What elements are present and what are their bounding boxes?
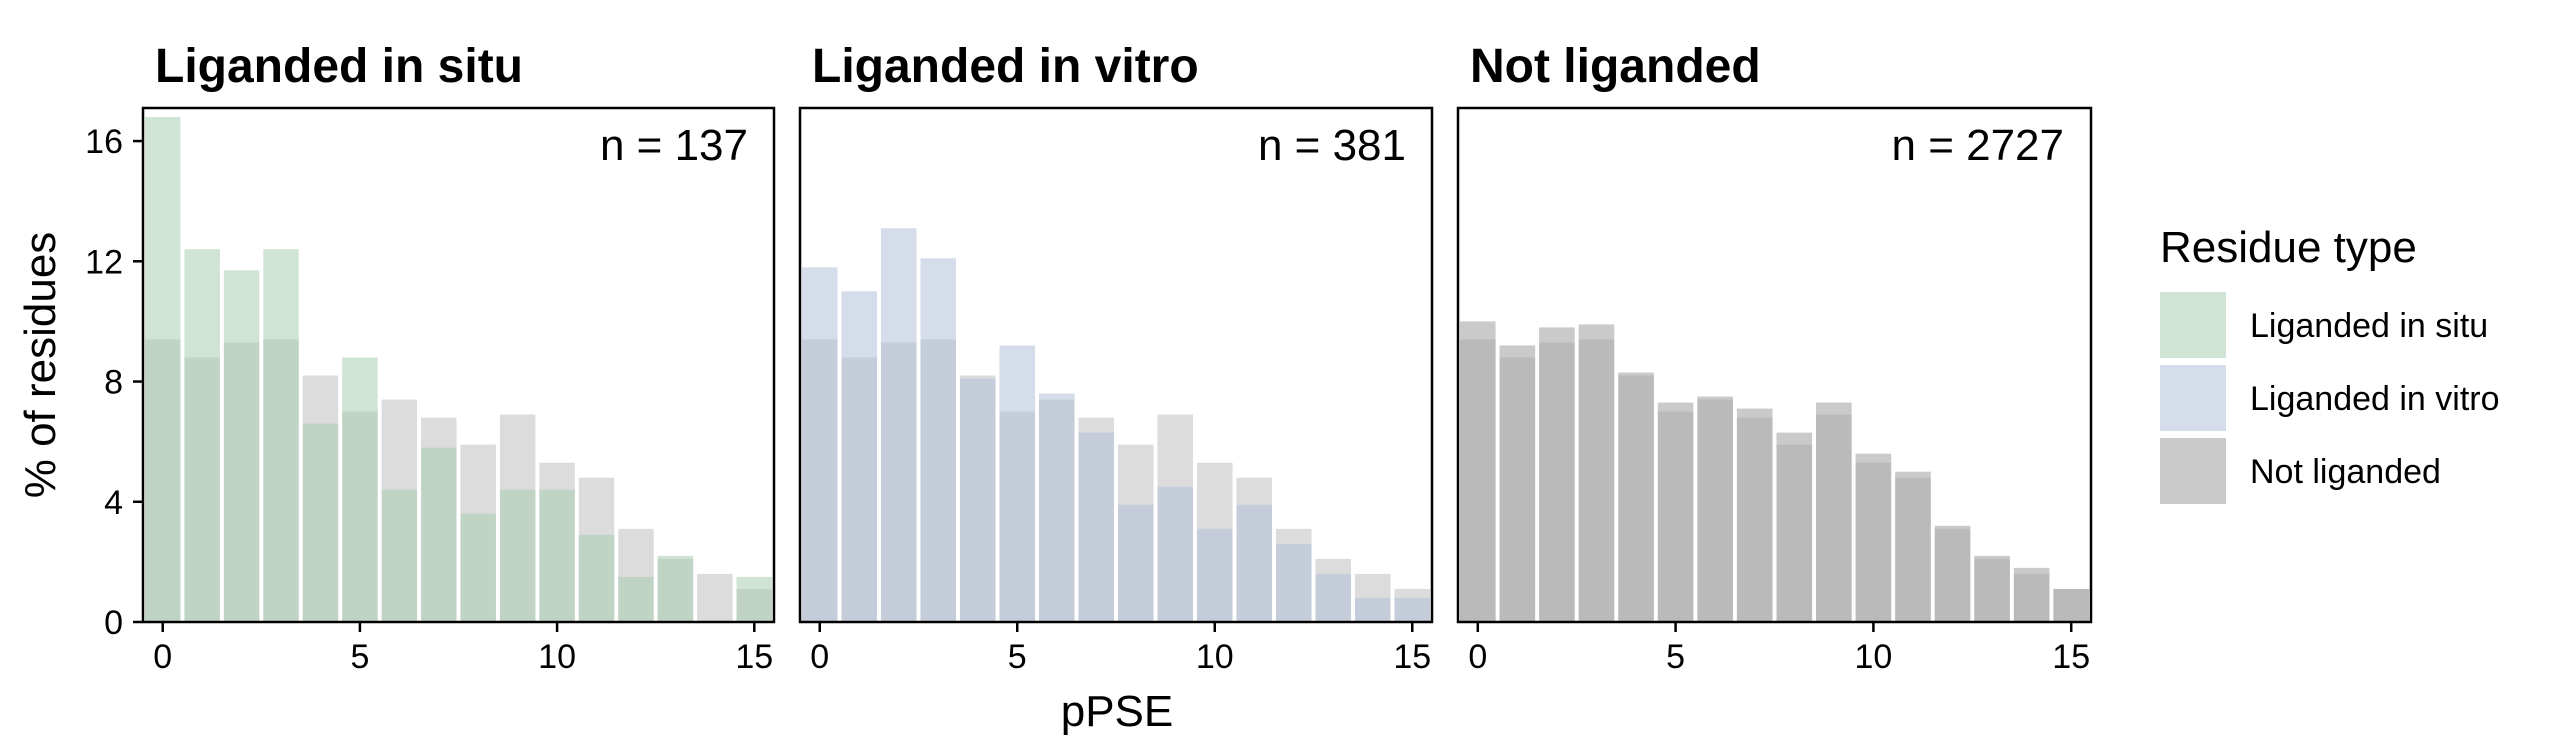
- bar: [1776, 432, 1813, 622]
- panel-title: Liganded in vitro: [812, 40, 1199, 93]
- legend-swatch: [2160, 365, 2226, 431]
- x-tick-label: 10: [1196, 638, 1234, 676]
- legend-label: Not liganded: [2250, 453, 2441, 491]
- x-axis: 0 5 10 15: [810, 622, 1431, 676]
- bar: [421, 447, 457, 622]
- panel-frame: [1456, 106, 2093, 624]
- foreground-bars: [144, 117, 773, 623]
- x-tick-label: 5: [350, 638, 369, 676]
- bar: [1196, 528, 1233, 622]
- bar: [1895, 471, 1931, 622]
- bar: [539, 489, 575, 622]
- y-tick-label: 12: [85, 243, 123, 281]
- legend-title: Residue type: [2160, 223, 2417, 272]
- x-tick-label: 10: [538, 638, 576, 676]
- n-label: n = 137: [600, 121, 748, 170]
- y-tick-label: 4: [104, 484, 123, 522]
- bar: [342, 357, 378, 622]
- y-tick-label: 0: [104, 604, 123, 642]
- bar: [1855, 453, 1892, 622]
- x-axis-title: pPSE: [1061, 687, 1174, 736]
- bar: [460, 513, 496, 622]
- legend-label: Liganded in situ: [2250, 307, 2488, 345]
- bar: [263, 249, 299, 623]
- bar: [1078, 432, 1115, 622]
- bar: [1697, 396, 1733, 622]
- bar: [1459, 321, 1496, 622]
- panel-title: Liganded in situ: [155, 40, 523, 93]
- bar: [1315, 573, 1352, 622]
- panel-liganded-in-situ: Liganded in situ n = 137 0 5 10 15 0 4 8 12 16: [85, 40, 776, 676]
- bar: [1499, 345, 1536, 622]
- legend-swatch: [2160, 438, 2226, 504]
- bar: [801, 267, 838, 622]
- bar: [499, 489, 536, 622]
- bar: [578, 534, 615, 622]
- panel-not-liganded: Not liganded n = 2727 0 5 10 15: [1456, 40, 2093, 676]
- x-tick-label: 5: [1008, 638, 1027, 676]
- bar: [381, 489, 418, 622]
- bar: [1934, 525, 1971, 622]
- bar: [1816, 402, 1852, 622]
- x-tick-label: 10: [1854, 638, 1892, 676]
- bar: [1157, 486, 1194, 622]
- bar: [1354, 597, 1391, 622]
- x-tick-label: 15: [735, 638, 773, 676]
- bar: [1117, 504, 1154, 622]
- x-tick-label: 0: [153, 638, 172, 676]
- y-axis-title: % of residues: [16, 232, 65, 499]
- x-tick-label: 0: [1468, 638, 1487, 676]
- panel-frame: [141, 106, 776, 624]
- bar: [1657, 402, 1694, 622]
- bar: [880, 228, 917, 622]
- bar: [1578, 324, 1615, 622]
- bar: [144, 117, 181, 622]
- bar: [618, 576, 654, 622]
- n-label: n = 381: [1258, 121, 1406, 170]
- panel-liganded-in-vitro: Liganded in vitro n = 381 0 5 10 15: [798, 40, 1434, 676]
- foreground-bars: [1459, 321, 2090, 622]
- panel-frame: [798, 106, 1434, 624]
- foreground-bars: [801, 228, 1431, 622]
- bar: [2013, 567, 2050, 622]
- y-axis: 0 4 8 12 16: [85, 123, 143, 642]
- x-axis: 0 5 10 15: [1468, 622, 2090, 676]
- x-tick-label: 0: [810, 638, 829, 676]
- bar: [1236, 504, 1273, 622]
- legend-swatch: [2160, 292, 2226, 358]
- bar: [184, 249, 220, 623]
- bar: [1394, 597, 1431, 622]
- bar: [302, 423, 339, 622]
- legend-label: Liganded in vitro: [2250, 380, 2500, 418]
- bar: [223, 270, 260, 622]
- background-bar: [697, 573, 733, 622]
- y-tick-label: 8: [104, 364, 123, 402]
- x-tick-label: 15: [1393, 638, 1431, 676]
- n-label: n = 2727: [1892, 121, 2065, 170]
- legend-items: Liganded in situ Liganded in vitro Not lig…: [2160, 292, 2500, 504]
- bar: [959, 378, 996, 622]
- panel-title: Not liganded: [1470, 40, 1761, 93]
- bar: [999, 345, 1036, 622]
- bar: [1038, 393, 1075, 622]
- bar: [1618, 372, 1654, 622]
- bar: [1275, 543, 1312, 622]
- bar: [1974, 555, 2010, 622]
- y-tick-label: 16: [85, 123, 123, 161]
- bar: [841, 291, 878, 622]
- bar: [736, 576, 773, 622]
- x-tick-label: 5: [1666, 638, 1685, 676]
- x-tick-label: 15: [2052, 638, 2090, 676]
- x-axis: 0 5 10 15: [153, 622, 773, 676]
- bar: [1539, 327, 1575, 622]
- bar: [920, 258, 957, 622]
- bar: [657, 555, 694, 622]
- bar: [2053, 588, 2090, 622]
- bar: [1736, 408, 1773, 622]
